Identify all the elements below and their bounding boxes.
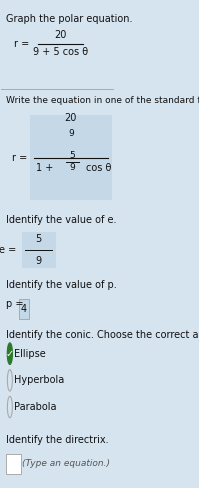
FancyBboxPatch shape bbox=[19, 299, 29, 319]
Text: Identify the directrix.: Identify the directrix. bbox=[6, 435, 108, 445]
Text: Parabola: Parabola bbox=[14, 402, 57, 412]
Text: 9: 9 bbox=[68, 129, 74, 138]
Text: 5: 5 bbox=[70, 151, 75, 160]
Text: 5: 5 bbox=[36, 234, 42, 244]
Text: 9: 9 bbox=[36, 256, 42, 266]
Text: ✓: ✓ bbox=[6, 348, 14, 359]
Text: e =: e = bbox=[0, 245, 20, 255]
Text: 9 + 5 cos θ: 9 + 5 cos θ bbox=[33, 46, 88, 57]
Text: Identify the conic. Choose the correct answer b: Identify the conic. Choose the correct a… bbox=[6, 330, 199, 340]
Text: Write the equation in one of the standard forms: Write the equation in one of the standar… bbox=[6, 96, 199, 105]
Text: Graph the polar equation.: Graph the polar equation. bbox=[6, 14, 132, 23]
Text: cos θ: cos θ bbox=[86, 163, 111, 173]
FancyBboxPatch shape bbox=[30, 116, 112, 201]
Text: 4: 4 bbox=[21, 304, 27, 314]
Text: Identify the value of p.: Identify the value of p. bbox=[6, 281, 117, 290]
Circle shape bbox=[7, 343, 12, 365]
Text: p =: p = bbox=[6, 299, 26, 309]
Text: (Type an equation.): (Type an equation.) bbox=[22, 459, 110, 468]
Text: 9: 9 bbox=[70, 163, 75, 172]
Text: 1 +: 1 + bbox=[36, 163, 57, 173]
FancyBboxPatch shape bbox=[22, 232, 56, 268]
Text: Hyperbola: Hyperbola bbox=[14, 375, 65, 386]
Text: r =: r = bbox=[14, 39, 30, 49]
Text: Ellipse: Ellipse bbox=[14, 348, 46, 359]
Text: 20: 20 bbox=[54, 30, 66, 40]
Text: r =: r = bbox=[12, 153, 27, 163]
FancyBboxPatch shape bbox=[6, 454, 21, 474]
Text: 20: 20 bbox=[65, 113, 77, 122]
Text: Identify the value of e.: Identify the value of e. bbox=[6, 215, 116, 225]
